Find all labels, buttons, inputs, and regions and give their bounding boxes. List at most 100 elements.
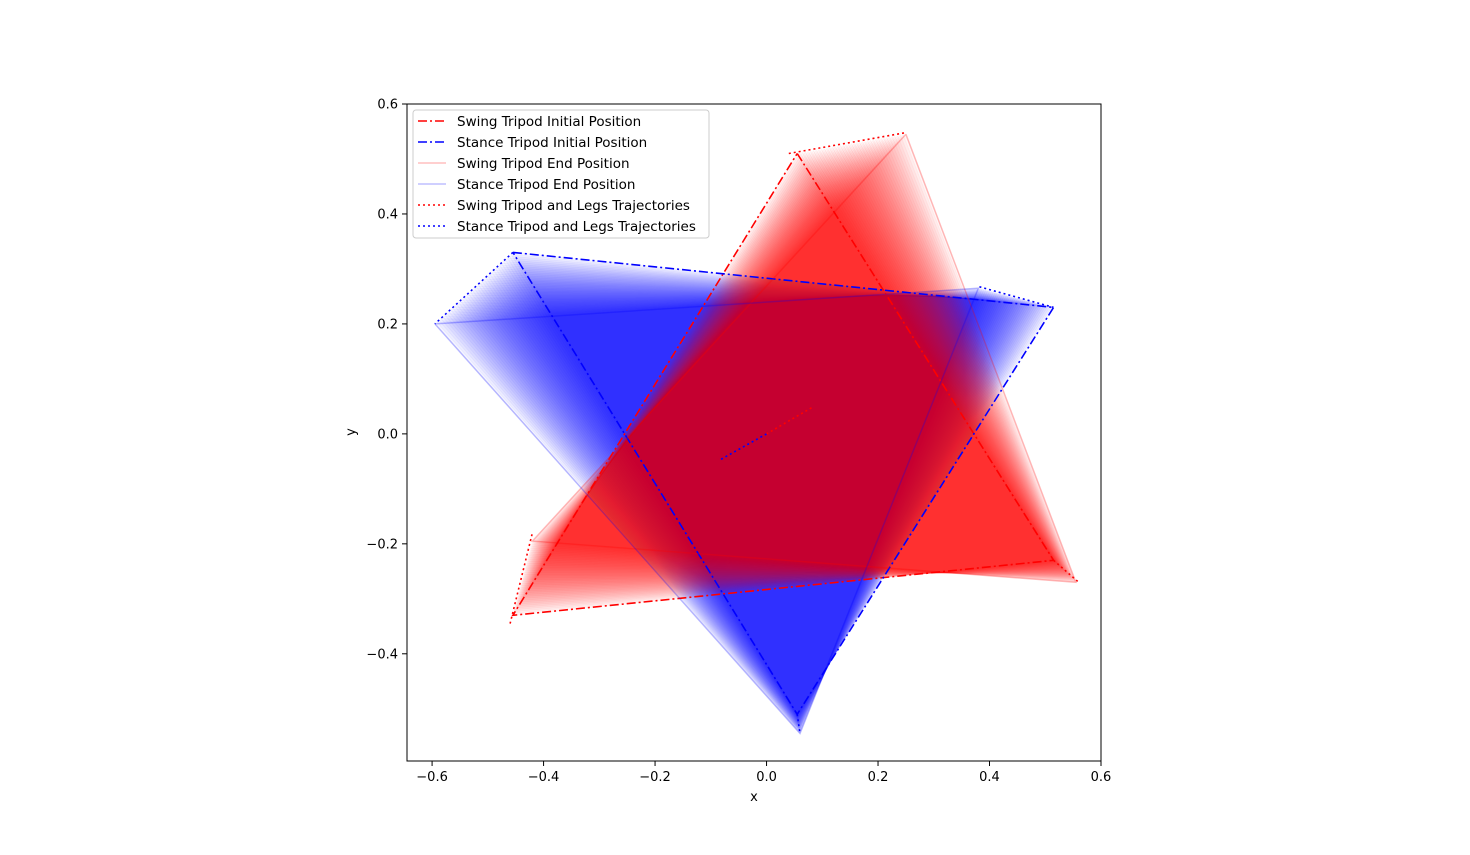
stance-swept-fill <box>468 291 1014 726</box>
stance-swept-fill <box>443 290 989 733</box>
stance-swept-fill <box>435 288 981 734</box>
swing-swept-fill <box>516 147 1061 598</box>
x-tick-label: −0.6 <box>416 770 448 785</box>
stance-swept-fill <box>480 280 1025 723</box>
swing-swept-fill <box>521 142 1066 579</box>
series-layer <box>434 131 1080 735</box>
stance-swept-fill <box>463 294 1008 728</box>
swing-tripod-initial-position-line <box>511 153 1055 617</box>
legend-label-swing-tripod-end-position: Swing Tripod End Position <box>457 156 630 172</box>
legend-label-stance-tripod-and-legs-trajectories: Stance Tripod and Legs Trajectories <box>457 219 696 235</box>
swing-swept-fill <box>517 146 1062 594</box>
swing-tripod-and-legs-trajectories-line <box>509 532 534 624</box>
y-axis-label: y <box>344 428 359 436</box>
x-tick-label: 0.2 <box>868 770 889 785</box>
swing-swept-fill <box>518 146 1062 592</box>
swing-swept-fill <box>516 148 1060 600</box>
stance-swept-fill <box>453 292 998 730</box>
legend-label-stance-tripod-initial-position: Stance Tripod Initial Position <box>457 135 647 151</box>
stance-tripod-end-position-line <box>434 287 980 735</box>
swing-swept-fill <box>513 150 1057 609</box>
plot-frame <box>406 103 1102 762</box>
stance-swept-fill <box>490 271 1034 721</box>
stance-tripod-and-legs-trajectories-line <box>978 285 1054 309</box>
y-tick-label: −0.4 <box>366 647 398 662</box>
y-tick-label: −0.2 <box>366 537 398 552</box>
legend-box <box>412 109 710 239</box>
swing-swept-fill <box>522 142 1067 577</box>
stance-swept-fill <box>482 278 1027 723</box>
swing-swept-fill <box>529 134 1075 582</box>
stance-swept-fill <box>441 289 987 733</box>
stance-tripod-initial-position-line <box>512 251 1055 716</box>
swing-swept-fill <box>525 139 1070 576</box>
swing-swept-fill <box>526 137 1072 578</box>
stance-swept-fill <box>494 267 1038 720</box>
stance-swept-fill <box>504 259 1047 718</box>
stance-swept-fill <box>439 289 985 734</box>
y-axis-ticks: −0.4 −0.2 0.0 0.2 0.4 0.6 <box>366 98 407 662</box>
swing-swept-fill <box>515 149 1059 603</box>
y-tick-label: 0.4 <box>377 207 398 222</box>
stance-swept-fill <box>486 275 1031 722</box>
swing-swept-fill <box>530 133 1077 583</box>
stance-swept-fill <box>500 262 1044 719</box>
swing-swept-fill <box>523 140 1068 575</box>
swing-swept-fill <box>528 135 1074 581</box>
swing-swept-fill <box>530 134 1076 582</box>
stance-swept-fill <box>474 285 1019 725</box>
legend: Swing Tripod Initial Position Stance Trip… <box>412 109 710 239</box>
stance-swept-fill <box>447 290 993 732</box>
stance-tripod-and-legs-trajectories-line <box>718 433 767 461</box>
legend-label-stance-tripod-end-position: Stance Tripod End Position <box>457 177 635 193</box>
stance-swept-fill <box>496 266 1040 720</box>
swing-swept-fill <box>519 145 1063 589</box>
x-axis-ticks: −0.6 −0.4 −0.2 0.0 0.2 0.4 0.6 <box>416 761 1111 785</box>
stance-swept-fill <box>461 294 1006 728</box>
swing-swept-fill <box>520 143 1065 583</box>
stance-swept-fill <box>506 257 1049 717</box>
swing-swept-fill <box>529 135 1075 581</box>
x-tick-label: 0.4 <box>979 770 1000 785</box>
swing-swept-fill <box>526 138 1072 578</box>
swing-swept-fill <box>531 133 1077 583</box>
stance-swept-fill <box>445 290 991 732</box>
swing-swept-fill <box>523 141 1068 574</box>
x-tick-label: 0.6 <box>1091 770 1112 785</box>
stance-swept-fill <box>492 269 1036 721</box>
stance-swept-fill <box>470 289 1015 726</box>
stance-swept-fill <box>498 264 1042 719</box>
x-tick-label: −0.2 <box>639 770 671 785</box>
swing-swept-fill <box>519 144 1064 587</box>
stance-swept-fill <box>455 292 1000 730</box>
swing-swept-fill <box>525 139 1070 577</box>
stance-swept-fill <box>488 273 1032 721</box>
swing-swept-fill <box>518 145 1063 590</box>
stance-swept-fill <box>508 255 1051 717</box>
stance-swept-fill <box>449 291 995 731</box>
swing-tripod-end-position-line <box>530 133 1078 584</box>
x-tick-label: 0.0 <box>756 770 777 785</box>
swing-swept-fill <box>522 141 1067 576</box>
stance-swept-fill <box>451 291 997 731</box>
stance-swept-fill <box>433 287 980 735</box>
y-tick-label: 0.0 <box>377 427 398 442</box>
swing-tripod-and-legs-trajectories-line <box>766 405 815 435</box>
stance-swept-fill <box>466 292 1012 727</box>
swing-swept-fill <box>528 136 1074 580</box>
swing-swept-fill <box>513 151 1057 611</box>
swing-tripod-and-legs-trajectories-line <box>1053 559 1080 583</box>
swing-swept-fill <box>520 144 1064 585</box>
stance-swept-fill <box>465 294 1010 727</box>
swing-swept-fill <box>527 137 1073 579</box>
swing-swept-fill <box>517 147 1061 596</box>
swing-swept-fill <box>521 143 1066 581</box>
stance-swept-fill <box>478 282 1023 724</box>
legend-label-swing-tripod-and-legs-trajectories: Swing Tripod and Legs Trajectories <box>457 198 690 214</box>
x-axis-label: x <box>750 790 758 805</box>
stance-swept-fill <box>457 293 1002 729</box>
y-tick-label: 0.2 <box>377 317 398 332</box>
stance-swept-fill <box>472 287 1017 725</box>
swing-swept-fill <box>514 149 1058 605</box>
